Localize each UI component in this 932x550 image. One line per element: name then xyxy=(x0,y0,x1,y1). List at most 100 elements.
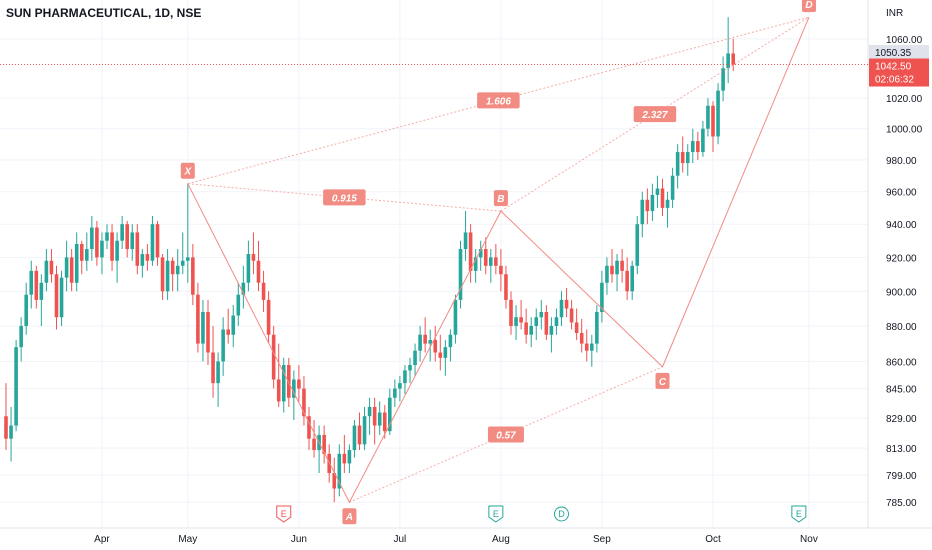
candle-body xyxy=(170,260,175,275)
candle-body xyxy=(620,260,624,271)
pattern-point-label: B xyxy=(497,194,504,205)
candle-body xyxy=(216,361,220,384)
candle-body xyxy=(660,188,665,208)
candle-body xyxy=(201,312,205,344)
candle-body xyxy=(100,240,104,258)
earnings-icon[interactable] xyxy=(488,505,504,523)
candle-body xyxy=(504,274,508,300)
y-tick-label: 980.00 xyxy=(886,156,917,167)
ratio-label-bg xyxy=(323,189,366,206)
earnings-icon[interactable] xyxy=(791,505,807,523)
candle-body xyxy=(615,260,619,275)
high-price-tag: 1050.35 xyxy=(875,48,912,59)
time-axis[interactable]: Apr May Jun Jul Aug Sep Oct Nov xyxy=(0,527,932,545)
y-tick-label: 940.00 xyxy=(886,220,917,231)
candle-body xyxy=(590,343,594,351)
candle-body xyxy=(322,434,326,454)
candle-body xyxy=(625,270,629,292)
candle-body xyxy=(564,299,569,309)
candle-body xyxy=(241,282,246,295)
candle-body xyxy=(9,425,13,439)
candle-body xyxy=(448,334,453,348)
candle-body xyxy=(605,265,609,283)
candle-body xyxy=(706,105,710,129)
candle-body xyxy=(463,232,468,250)
pattern-point-bg xyxy=(342,508,357,525)
candle-body xyxy=(696,141,700,153)
candle-body xyxy=(650,194,655,212)
event-marker-letter: E xyxy=(796,509,802,519)
candle-body xyxy=(150,224,155,261)
y-tick-label: 900.00 xyxy=(886,287,917,298)
candle-body xyxy=(685,152,690,164)
candle-body xyxy=(125,224,129,250)
price-axis[interactable]: INR 785.00 799.00 813.00 829.00 845.00 860.00 8… xyxy=(867,0,932,550)
ratio-label: 2.327 xyxy=(641,110,667,121)
candle-body xyxy=(721,68,725,91)
x-tick-label: May xyxy=(178,534,197,545)
candle-body xyxy=(236,294,241,316)
pattern-point-label: X xyxy=(183,167,192,178)
candle-body xyxy=(191,257,195,295)
candle-body xyxy=(90,227,94,250)
x-tick-label: Apr xyxy=(94,534,110,545)
dividend-icon[interactable] xyxy=(554,506,569,522)
candle-body xyxy=(413,350,417,366)
candle-body xyxy=(19,325,23,348)
candle-body xyxy=(281,365,286,402)
x-tick-label: Oct xyxy=(705,534,721,545)
candle-body xyxy=(468,232,473,271)
candle-body xyxy=(24,294,28,326)
candle-body xyxy=(105,232,109,241)
candle-body xyxy=(529,325,533,335)
candle-body xyxy=(332,473,337,489)
candle-body xyxy=(408,365,412,371)
candle-body xyxy=(287,365,291,398)
candle-body xyxy=(630,265,634,292)
candle-body xyxy=(211,352,215,384)
candle-body xyxy=(680,152,685,164)
candle-body xyxy=(534,317,539,326)
candle-body xyxy=(34,270,39,300)
candle-body xyxy=(595,312,599,344)
candlestick-series xyxy=(4,17,735,503)
x-tick-label: Sep xyxy=(593,534,611,545)
candle-body xyxy=(559,299,564,318)
earnings-icon[interactable] xyxy=(276,505,292,523)
ratio-label: 0.57 xyxy=(496,431,516,442)
candle-body xyxy=(180,260,185,266)
event-marker-letter: D xyxy=(558,509,565,519)
candle-body xyxy=(489,257,493,266)
candle-body xyxy=(231,315,236,335)
candle-body xyxy=(44,260,49,283)
candle-body xyxy=(393,388,397,398)
high-price-tag-bg xyxy=(869,44,929,59)
candle-body xyxy=(579,332,584,344)
candle-body xyxy=(675,152,680,176)
ratio-dotted-line xyxy=(500,16,810,212)
ratio-label: 1.606 xyxy=(486,96,511,107)
candle-body xyxy=(256,260,261,283)
y-tick-label: 813.00 xyxy=(886,444,917,455)
candle-body xyxy=(342,453,347,464)
candle-body xyxy=(74,244,79,283)
candle-body xyxy=(519,317,523,323)
candle-body xyxy=(443,347,448,358)
candle-body xyxy=(403,370,407,384)
ratio-label-bg xyxy=(477,92,520,109)
candle-body xyxy=(458,249,463,300)
candle-body xyxy=(165,260,170,292)
candle-body xyxy=(276,379,281,402)
candle-body xyxy=(155,224,160,258)
candle-body xyxy=(292,379,296,398)
candle-body xyxy=(79,244,84,261)
candle-body xyxy=(160,257,165,292)
y-tick-label: 880.00 xyxy=(886,322,917,333)
candle-body xyxy=(423,334,427,344)
candle-body xyxy=(600,282,604,313)
candle-body xyxy=(196,294,200,344)
candle-body xyxy=(271,334,276,380)
xabcd-pattern: 1.606 0.915 2.327 0.57 X A B C D xyxy=(180,0,816,525)
